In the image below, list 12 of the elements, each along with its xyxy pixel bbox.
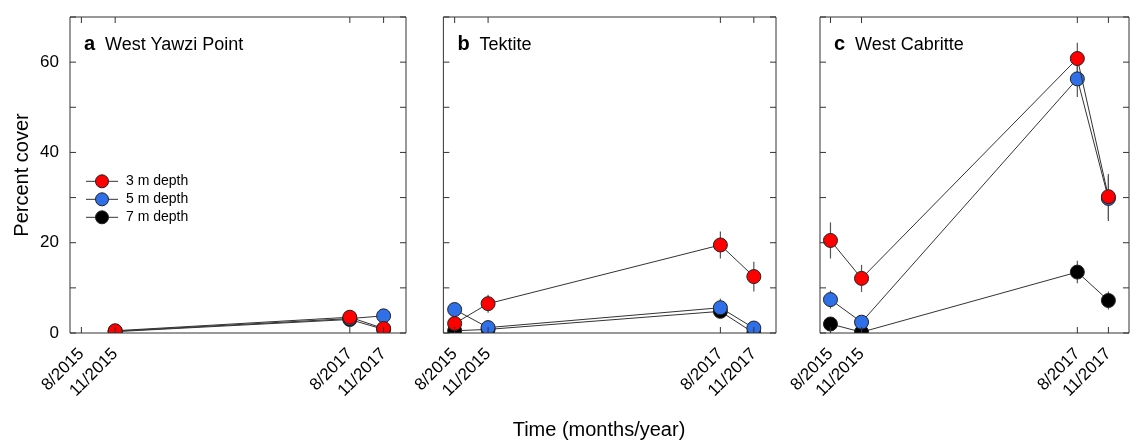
text: c West Cabritte — [834, 32, 964, 54]
text: a West Yawzi Point — [84, 32, 244, 54]
legend-label: 7 m depth — [126, 208, 189, 225]
y-tick-label: 60 — [40, 51, 59, 71]
text: b Tektite — [457, 32, 532, 54]
legend-label: 5 m depth — [126, 190, 189, 207]
legend-label: 3 m depth — [126, 172, 189, 189]
x-axis-title: Time (months/year) — [511, 418, 687, 441]
y-tick-label: 0 — [49, 322, 59, 342]
y-tick-label: 40 — [40, 142, 59, 162]
y-tick-label: 20 — [40, 232, 59, 252]
y-axis-title: Percent cover — [9, 112, 32, 237]
